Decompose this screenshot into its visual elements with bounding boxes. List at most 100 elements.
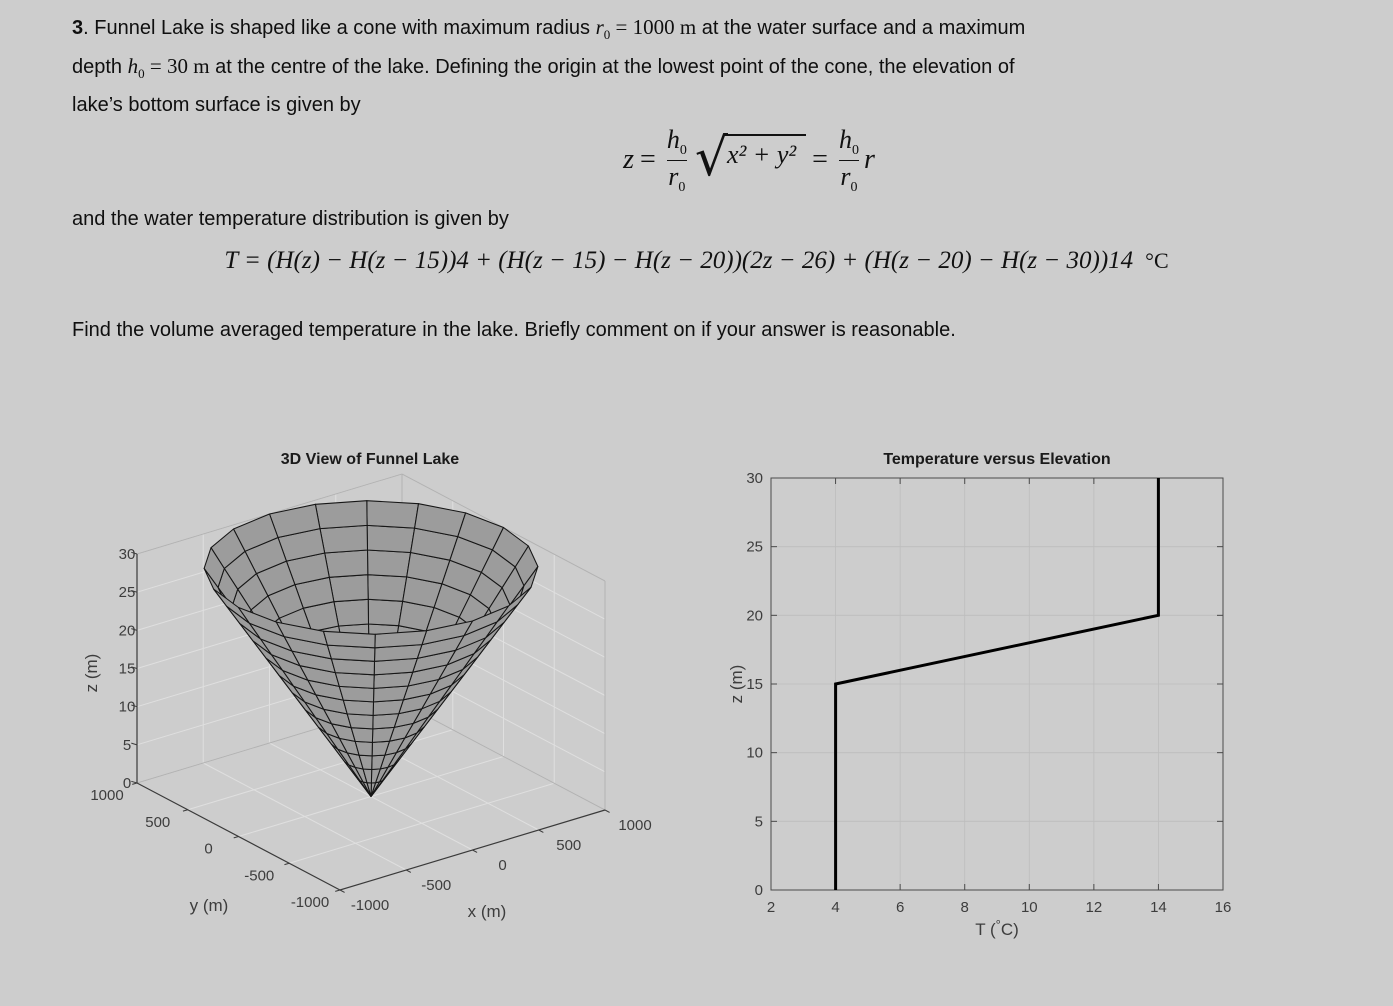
cone-mesh-face	[314, 500, 368, 530]
y-tick-label: 20	[746, 607, 763, 624]
cone-mesh-face	[350, 727, 374, 743]
cone-mesh-face	[367, 598, 404, 627]
problem-line-2: depth h0 = 30 m at the centre of the lak…	[72, 47, 1332, 93]
eq2-body: T = (H(z) − H(z − 15))4 + (H(z − 15) − H…	[224, 247, 1134, 274]
cone-mesh-face	[338, 685, 375, 703]
temperature-elevation-figure: 2 4 6 8 10 12 14 16 0 5 10 15 20 25 30 T (°C) z (m) Tempe…	[730, 451, 1232, 939]
z-tick-label: 25	[119, 584, 136, 601]
problem-text: lake’s bottom surface is given by	[72, 94, 361, 116]
x-tick-label: 12	[1086, 899, 1103, 916]
cone-mesh-face	[367, 574, 408, 602]
eq1-lhs: z	[623, 144, 635, 175]
x-tick-label: 6	[896, 899, 904, 916]
problem-number: 3	[72, 17, 84, 39]
z-tick-label: 5	[123, 737, 131, 754]
square-root: √ x² + y²	[695, 132, 807, 184]
y-tick-label: 1000	[90, 787, 123, 804]
math-value: = 1000 m	[610, 15, 697, 39]
frac-num-sub: 0	[679, 142, 687, 158]
cone-mesh-face	[374, 630, 428, 649]
math-sub: 0	[603, 27, 611, 42]
series-temperature-profile	[834, 478, 1160, 890]
cone-mesh-face	[372, 699, 404, 716]
cone-mesh-face	[366, 549, 412, 578]
temperature-equation: T = (H(z) − H(z − 15))4 + (H(z − 15) − H…	[0, 247, 1393, 275]
y-tick-label: -1000	[291, 894, 329, 911]
x-tick-label: 8	[961, 899, 969, 916]
y-tick-label: 0	[204, 841, 212, 858]
frac-den-sub: 0	[678, 179, 686, 195]
x-tick-label: -1000	[351, 897, 389, 914]
frac-num: h	[666, 124, 680, 154]
equals-sign: =	[640, 144, 656, 175]
problem-line-3: lake’s bottom surface is given by	[72, 86, 1332, 125]
frac-den: r	[668, 161, 679, 191]
problem-text: . Funnel Lake is shaped like a cone with…	[83, 17, 596, 39]
frac-num: h	[838, 124, 852, 154]
z-tick-label: 30	[119, 546, 136, 563]
z-axis-label: z (m)	[82, 654, 101, 693]
z-tick-label: 15	[119, 661, 136, 678]
problem-text: and the water temperature distribution i…	[72, 208, 509, 230]
fraction-bar	[838, 159, 859, 161]
y-axis-label: y (m)	[190, 896, 229, 915]
fraction-h0-over-r0: h0 r0	[838, 124, 859, 196]
y-tick-label: 500	[145, 814, 170, 831]
equals-sign: =	[812, 144, 828, 175]
elevation-equation: z = h0 r0 √ x² + y² = h0 r0 r	[0, 114, 1393, 206]
problem-line-1: 3. Funnel Lake is shaped like a cone wit…	[72, 8, 1332, 54]
problem-text: at the centre of the lake. Defining the …	[209, 56, 1015, 78]
y-tick-label: -500	[244, 867, 274, 884]
cone-mesh-face	[328, 574, 369, 603]
x-axis-label: T (°C)	[975, 917, 1019, 939]
z-tick-label: 10	[119, 699, 136, 716]
problem-text: Find the volume averaged temperature in …	[72, 319, 956, 341]
x-tick-label: 4	[831, 899, 839, 916]
z-tick-label: 20	[119, 622, 136, 639]
y-tick-label: 5	[755, 813, 763, 830]
funnel-lake-3d-figure: 0 5 10 15 20 25 30 -1000 -500 0 500 1000 -1000 -500 0 5…	[82, 451, 652, 921]
problem-text: depth	[72, 56, 128, 78]
x-tick-label: 1000	[618, 817, 651, 834]
fraction-bar	[666, 159, 687, 161]
chart-title: 3D View of Funnel Lake	[281, 451, 460, 468]
z-tick-label: 0	[123, 775, 131, 792]
fraction-h0-over-r0: h0 r0	[666, 124, 687, 196]
y-tick-label: 30	[746, 470, 763, 487]
x-tick-label: -500	[421, 877, 451, 894]
cone-mesh-face	[372, 713, 400, 730]
y-tick-label: 15	[746, 676, 763, 693]
x-tick-label: 500	[556, 837, 581, 854]
eq2-unit: °C	[1145, 248, 1169, 273]
x-tick-label: 0	[498, 857, 506, 874]
problem-line-4: and the water temperature distribution i…	[72, 200, 1332, 239]
math-value: = 30 m	[144, 54, 210, 78]
frac-num-sub: 0	[851, 142, 859, 158]
x-axis-label: x (m)	[468, 902, 507, 921]
y-axis-label: z (m)	[730, 665, 746, 704]
math-var-r0: r	[595, 15, 604, 39]
y-tick-label: 25	[746, 539, 763, 556]
problem-line-5: Find the volume averaged temperature in …	[72, 311, 1332, 350]
cone-mesh-face	[333, 598, 370, 627]
x-tick-label: 14	[1150, 899, 1167, 916]
cone-mesh-face	[324, 549, 369, 578]
y-tick-label: 0	[755, 882, 763, 899]
radical-sign: √	[694, 128, 728, 188]
radicand: x² + y²	[722, 134, 807, 170]
x-tick-label: 10	[1021, 899, 1038, 916]
cone-mesh-face	[322, 630, 376, 649]
x-tick-label: 16	[1215, 899, 1232, 916]
eq1-rhs: r	[863, 144, 875, 175]
cone-mesh-face	[342, 699, 375, 716]
y-tick-label: 10	[746, 745, 763, 762]
cone-mesh-face	[319, 524, 369, 554]
cone-mesh-face	[346, 713, 374, 730]
x-tick-label: 2	[767, 899, 775, 916]
math-var-h0: h	[127, 54, 139, 78]
math-sub: 0	[138, 66, 145, 81]
cone-mesh-face	[366, 500, 420, 529]
frac-den: r	[840, 161, 851, 191]
problem-text: at the water surface and a maximum	[696, 17, 1026, 39]
